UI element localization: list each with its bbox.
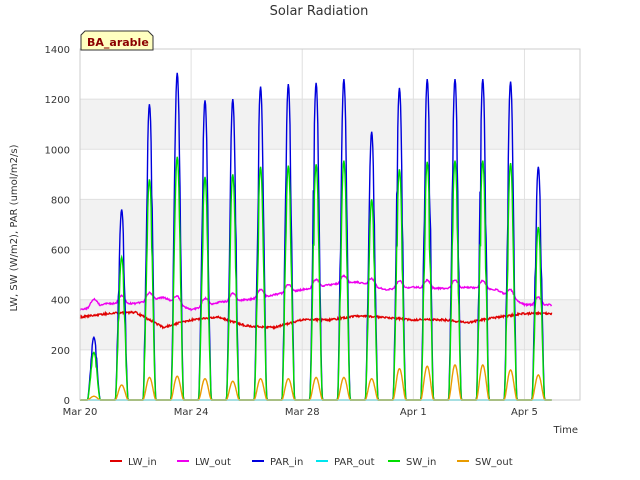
chart-title: Solar Radiation: [270, 4, 369, 19]
station-badge-text: BA_arable: [87, 36, 149, 49]
y-tick-label: 1200: [45, 95, 70, 106]
y-axis-ticks: 0 200 400 600 800 1000 1200 1400: [45, 45, 70, 407]
x-tick-label: Mar 24: [174, 407, 209, 418]
x-axis-label: Time: [553, 425, 578, 436]
shaded-band-1: [80, 199, 580, 250]
x-tick-label: Apr 5: [511, 407, 538, 418]
shaded-band-2: [80, 99, 580, 150]
y-tick-label: 800: [51, 195, 70, 206]
series-lw-in: [79, 310, 553, 331]
x-axis-ticks: Mar 20 Mar 24 Mar 28 Apr 1 Apr 5: [63, 407, 538, 418]
series-sw-out: [80, 363, 552, 401]
legend-label-par-out: PAR_out: [334, 457, 375, 468]
x-tick-label: Mar 20: [63, 407, 98, 418]
y-tick-label: 200: [51, 346, 70, 357]
legend: LW_in LW_out PAR_in PAR_out SW_in SW_out: [110, 457, 513, 468]
legend-label-sw-out: SW_out: [475, 457, 513, 468]
series-lw-out: [79, 274, 553, 312]
series-sw-in: [80, 156, 552, 401]
y-tick-label: 400: [51, 296, 70, 307]
legend-label-lw-out: LW_out: [195, 457, 231, 468]
shaded-bands: [80, 99, 580, 350]
y-tick-label: 600: [51, 246, 70, 257]
legend-label-lw-in: LW_in: [128, 457, 157, 468]
y-axis-label: LW, SW (W/m2), PAR (umol/m2/s): [9, 144, 20, 311]
shaded-band-0: [80, 299, 580, 350]
y-tick-label: 1000: [45, 145, 70, 156]
x-tick-label: Mar 28: [285, 407, 320, 418]
gridlines: [79, 48, 580, 401]
legend-label-par-in: PAR_in: [270, 457, 303, 468]
legend-label-sw-in: SW_in: [406, 457, 436, 468]
station-badge: BA_arable: [80, 30, 154, 51]
y-tick-label: 1400: [45, 45, 70, 56]
plot-frame: [79, 48, 581, 401]
y-tick-label: 0: [64, 396, 70, 407]
x-tick-label: Apr 1: [400, 407, 427, 418]
